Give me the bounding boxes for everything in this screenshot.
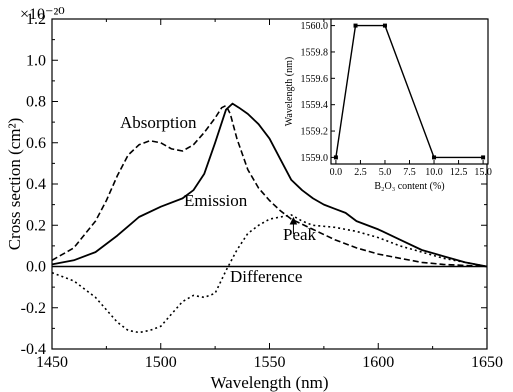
y-tick-label: 0.4 — [26, 176, 46, 193]
difference-annotation: Difference — [230, 267, 302, 286]
x-tick-label: 1650 — [471, 354, 503, 371]
main-chart: 1450 1500 1550 1600 1650 -0.4 -0.2 0.0 0.2 0.4 0.… — [5, 6, 503, 392]
y-tick-label: 0.2 — [26, 217, 46, 234]
x-tick-label: 1450 — [36, 354, 68, 371]
inset-x-tick-label: 7.5 — [403, 167, 416, 178]
series-line-absorption — [51, 104, 488, 268]
main-series — [51, 102, 488, 334]
inset-data-point — [353, 23, 358, 28]
inset-y-tick-label: 1559.4 — [301, 100, 329, 111]
inset-data-point — [333, 155, 338, 160]
inset-y-tick-label: 1559.2 — [301, 127, 329, 138]
y-tick-label: 1.0 — [26, 52, 46, 69]
main-y-ticks: -0.4 -0.2 0.0 0.2 0.4 0.6 0.8 1.0 1.2 — [21, 11, 487, 358]
inset-x-tick-label: 2.5 — [354, 167, 367, 178]
inset-y-tick-label: 1559.6 — [301, 74, 329, 85]
inset-x-tick-label: 10.0 — [425, 167, 443, 178]
y-tick-label: 0.8 — [26, 94, 46, 111]
inset-data-point — [432, 155, 437, 160]
y-tick-label: 0.0 — [26, 259, 46, 276]
x-tick-label: 1550 — [254, 354, 286, 371]
inset-x-tick-label: 15.0 — [474, 167, 492, 178]
inset-y-tick-label: 1559.8 — [301, 47, 329, 58]
inset-y-tick-label: 1560.0 — [301, 21, 329, 32]
y-tick-label: 0.6 — [26, 135, 46, 152]
x-tick-label: 1600 — [362, 354, 394, 371]
inset-x-axis-label: B₂O₃ content (%) — [374, 181, 444, 192]
y-tick-label: -0.4 — [21, 341, 46, 358]
inset-x-tick-label: 5.0 — [379, 167, 392, 178]
y-axis-label: Cross section (cm²) — [5, 118, 24, 251]
x-axis-label: Wavelength (nm) — [210, 373, 328, 392]
y-tick-label: -0.2 — [21, 300, 46, 317]
inset-y-ticks: 1559.0 1559.2 1559.4 1559.6 1559.8 1560.0 — [301, 21, 335, 164]
y-tick-label: 1.2 — [26, 11, 46, 28]
inset-y-axis-label: Wavelength (nm) — [284, 57, 295, 126]
inset-x-ticks: 0.0 2.5 5.0 7.5 10.0 12.5 15.0 — [330, 160, 492, 178]
series-line-difference — [51, 214, 488, 334]
series-line-emission — [51, 102, 488, 268]
inset-data-point — [382, 23, 387, 28]
absorption-annotation: Absorption — [120, 113, 197, 132]
inset-chart: 0.0 2.5 5.0 7.5 10.0 12.5 15.0 1559.01559.2155… — [284, 18, 492, 192]
inset-x-tick-label: 0.0 — [330, 167, 343, 178]
peak-annotation: Peak — [283, 225, 317, 244]
inset-y-tick-label: 1559.0 — [301, 153, 329, 164]
y-multiplier-label: ×10⁻²⁰ — [20, 6, 65, 23]
inset-x-tick-label: 12.5 — [450, 167, 468, 178]
inset-data-point — [481, 155, 486, 160]
x-tick-label: 1500 — [145, 354, 177, 371]
emission-annotation: Emission — [184, 191, 248, 210]
peak-arrow — [289, 216, 298, 234]
inset-series — [333, 23, 486, 160]
